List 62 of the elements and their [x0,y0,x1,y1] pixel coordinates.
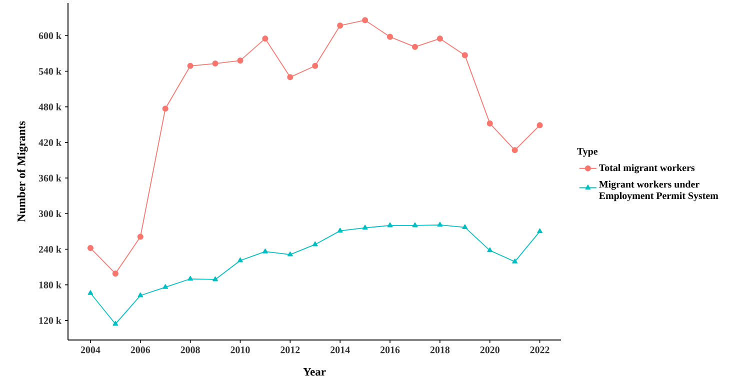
point [312,241,318,246]
point [486,120,493,126]
y-tick-label: 480 k [38,103,62,110]
point [138,292,144,298]
x-tick-label: 2006 [130,346,150,354]
x-tick-label: 2014 [330,346,350,354]
x-tick-label: 2018 [430,346,450,354]
y-tick-label: 180 k [39,281,62,288]
point [87,244,94,252]
point [436,36,443,42]
point [362,17,368,24]
point [237,58,244,64]
point [337,22,344,29]
point [287,252,293,256]
x-tick-label: 2016 [380,346,400,354]
x-tick-label: 2008 [180,346,200,354]
point [212,276,218,282]
point [512,147,518,154]
point [162,284,168,289]
point [137,234,144,240]
point [386,34,394,40]
point [437,222,443,227]
point [287,74,294,80]
legend-label: Total migrant workers [599,164,695,174]
point [412,222,418,228]
point [462,52,468,58]
point [462,224,468,230]
point [387,222,393,228]
legend-label: Migrant workers under Employment Permit System [599,180,718,202]
y-tick-label: 300 k [38,210,62,218]
point [337,228,343,233]
y-tick-label: 360 k [38,174,62,182]
x-tick-label: 2004 [80,346,100,354]
y-tick-label: 240 k [38,246,62,253]
x-tick-label: 2012 [280,346,300,354]
point [88,290,94,295]
y-tick-label: 600 k [38,32,62,40]
x-tick-label: 2010 [230,346,250,354]
point [162,106,168,112]
point [212,60,218,67]
y-tick-label: 420 k [38,138,62,146]
point [112,320,118,326]
point [188,276,194,281]
point [536,122,543,128]
legend-title: Type [577,148,598,157]
y-tick-label: 540 k [38,68,62,75]
point [262,36,268,42]
y-tick-label: 120 k [39,316,62,324]
y-axis-title: Number of Migrants [17,121,28,222]
point [487,247,493,252]
point [238,257,243,262]
point [262,248,268,254]
x-axis-title: Year [303,368,326,376]
x-tick-label: 2020 [480,346,500,354]
point [312,62,318,69]
x-tick-label: 2022 [530,346,550,354]
point [412,44,418,50]
point [512,258,518,264]
point [362,224,368,230]
point [112,270,118,277]
point [537,228,542,234]
point [187,62,194,69]
